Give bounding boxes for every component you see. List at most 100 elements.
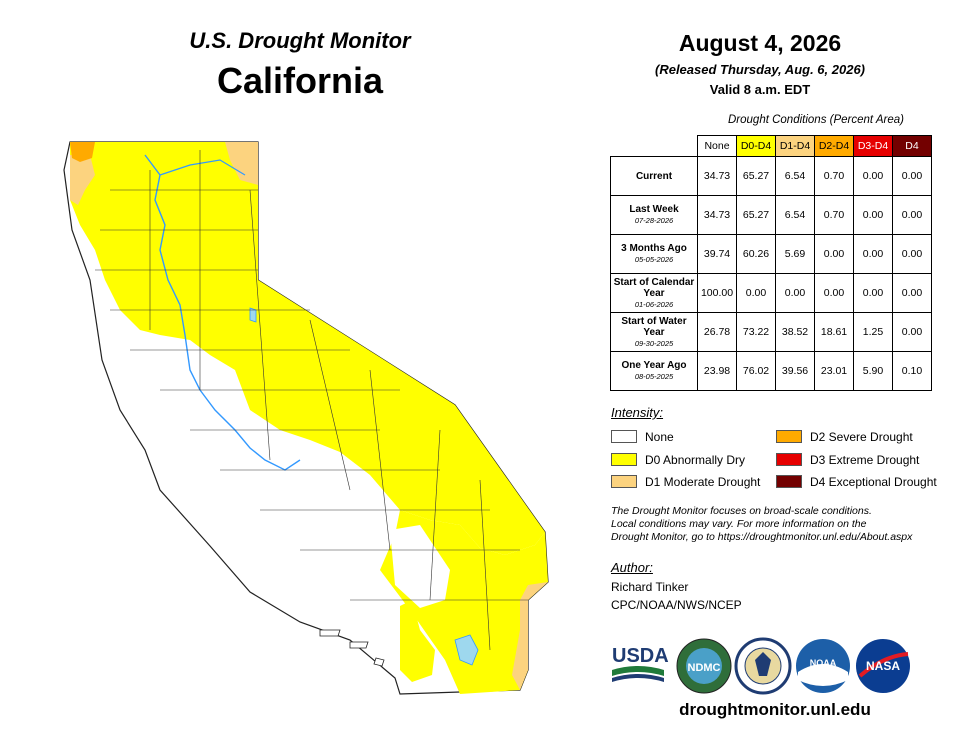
legend-swatch <box>776 475 802 489</box>
lake-tahoe <box>249 307 257 323</box>
cell-value: 0.00 <box>892 195 932 235</box>
svg-text:NOAA: NOAA <box>810 658 837 668</box>
row-label: Current <box>610 156 698 196</box>
noaa-logo: NOAA <box>796 639 850 693</box>
cell-value: 0.00 <box>853 195 893 235</box>
author-org: CPC/NOAA/NWS/NCEP <box>611 598 742 612</box>
channel-islands <box>319 629 385 667</box>
author-name: Richard Tinker <box>611 580 689 594</box>
row-label: Start of Calendar Year 01-06-2026 <box>610 273 698 313</box>
website-url[interactable]: droughtmonitor.unl.edu <box>679 700 871 719</box>
svg-text:USDA: USDA <box>612 645 669 667</box>
d1-region-northwest <box>70 155 95 205</box>
nasa-logo: NASA <box>856 639 910 693</box>
drought-conditions-table: None D0-D4 D1-D4 D2-D4 D3-D4 D4 Current … <box>610 135 932 391</box>
cell-value: 76.02 <box>736 351 776 391</box>
cell-value: 6.54 <box>775 195 815 235</box>
author-header: Author: <box>611 560 653 575</box>
table-caption: Drought Conditions (Percent Area) <box>728 114 904 126</box>
row-label: Start of Water Year 09-30-2025 <box>610 312 698 352</box>
col-none: None <box>697 135 737 157</box>
cell-value: 0.00 <box>736 273 776 313</box>
table-row: Current 34.73 65.27 6.54 0.70 0.00 0.00 <box>610 156 932 196</box>
note-line: The Drought Monitor focuses on broad-sca… <box>611 505 872 517</box>
d0-region-south-west <box>400 600 435 682</box>
legend-swatch <box>611 475 637 489</box>
legend-item-d0: D0 Abnormally Dry <box>611 452 745 467</box>
cell-value: 60.26 <box>736 234 776 274</box>
disclaimer-note: The Drought Monitor focuses on broad-sca… <box>611 505 951 544</box>
cell-value: 1.25 <box>853 312 893 352</box>
table-row: 3 Months Ago 05-05-2026 39.74 60.26 5.69 … <box>610 234 932 274</box>
cell-value: 26.78 <box>697 312 737 352</box>
cell-value: 34.73 <box>697 156 737 196</box>
legend-swatch <box>776 430 802 444</box>
cell-value: 23.01 <box>814 351 854 391</box>
row-label: Last Week 07-28-2026 <box>610 195 698 235</box>
cell-value: 0.00 <box>892 234 932 274</box>
legend-item-d4: D4 Exceptional Drought <box>776 474 937 489</box>
lake-salton <box>454 634 479 666</box>
svg-text:NASA: NASA <box>866 659 900 673</box>
cell-value: 0.00 <box>892 156 932 196</box>
cell-value: 0.00 <box>853 273 893 313</box>
ndmc-logo: NDMC <box>676 638 732 694</box>
legend-swatch <box>611 453 637 467</box>
legend-swatch <box>776 453 802 467</box>
col-d3-d4: D3-D4 <box>853 135 893 157</box>
california-drought-map <box>63 141 549 695</box>
d2-region-far-north <box>70 142 95 162</box>
commerce-seal-logo <box>734 637 792 695</box>
cell-value: 0.00 <box>775 273 815 313</box>
river-sacramento <box>144 154 201 391</box>
legend-item-d3: D3 Extreme Drought <box>776 452 919 467</box>
cell-value: 5.69 <box>775 234 815 274</box>
cell-value: 0.70 <box>814 195 854 235</box>
cell-value: 65.27 <box>736 195 776 235</box>
cell-value: 0.00 <box>853 156 893 196</box>
cell-value: 0.00 <box>814 273 854 313</box>
cell-value: 38.52 <box>775 312 815 352</box>
note-line: Drought Monitor, go to https://droughtmo… <box>611 531 913 543</box>
cell-value: 34.73 <box>697 195 737 235</box>
none-region-mojave <box>390 525 450 608</box>
table-row: One Year Ago 08-05-2025 23.98 76.02 39.56… <box>610 351 932 391</box>
row-label: 3 Months Ago 05-05-2026 <box>610 234 698 274</box>
cell-value: 0.10 <box>892 351 932 391</box>
cell-value: 0.00 <box>853 234 893 274</box>
county-lines <box>95 150 528 651</box>
d0-region-north-east <box>70 142 545 555</box>
legend-header: Intensity: <box>611 405 664 420</box>
header-blank <box>611 136 698 157</box>
cell-value: 6.54 <box>775 156 815 196</box>
cell-value: 23.98 <box>697 351 737 391</box>
cell-value: 39.74 <box>697 234 737 274</box>
legend-item-d2: D2 Severe Drought <box>776 429 913 444</box>
state-title: California <box>216 60 384 101</box>
cell-value: 100.00 <box>697 273 737 313</box>
table-header-row: None D0-D4 D1-D4 D2-D4 D3-D4 D4 <box>611 135 932 157</box>
partner-logos: USDA NDMC NOAA NASA <box>612 637 910 695</box>
map-date: August 4, 2026 <box>678 30 842 56</box>
table-row: Start of Water Year 09-30-2025 26.78 73.2… <box>610 312 932 352</box>
col-d4: D4 <box>892 135 932 157</box>
col-d0-d4: D0-D4 <box>736 135 776 157</box>
cell-value: 0.00 <box>814 234 854 274</box>
cell-value: 65.27 <box>736 156 776 196</box>
d1-region-southeast <box>512 582 548 690</box>
svg-text:NDMC: NDMC <box>688 662 721 674</box>
cell-value: 18.61 <box>814 312 854 352</box>
d1-region-northeast <box>225 142 258 185</box>
cell-value: 0.70 <box>814 156 854 196</box>
table-row: Last Week 07-28-2026 34.73 65.27 6.54 0.7… <box>610 195 932 235</box>
map-title: U.S. Drought Monitor <box>189 28 411 53</box>
row-label: One Year Ago 08-05-2025 <box>610 351 698 391</box>
legend-swatch <box>611 430 637 444</box>
table-row: Start of Calendar Year 01-06-2026 100.00 … <box>610 273 932 313</box>
cell-value: 5.90 <box>853 351 893 391</box>
release-date: (Released Thursday, Aug. 6, 2026) <box>655 62 865 77</box>
river-pit <box>159 159 246 176</box>
cell-value: 0.00 <box>892 312 932 352</box>
usda-logo: USDA <box>612 645 669 682</box>
note-line: Local conditions may vary. For more info… <box>611 518 867 530</box>
